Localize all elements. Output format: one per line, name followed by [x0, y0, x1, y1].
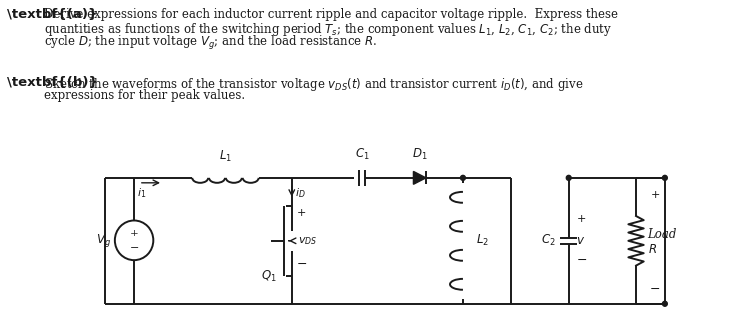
Circle shape	[566, 175, 571, 180]
Text: $L_2$: $L_2$	[476, 233, 490, 248]
Circle shape	[662, 175, 668, 180]
Circle shape	[460, 175, 466, 180]
Text: $C_2$: $C_2$	[541, 233, 555, 248]
Text: $V_g$: $V_g$	[96, 232, 111, 249]
Text: Sketch the waveforms of the transistor voltage $v_{DS}(t)$ and transistor curren: Sketch the waveforms of the transistor v…	[44, 76, 584, 93]
Text: +: +	[577, 214, 586, 224]
Text: −: −	[297, 258, 307, 271]
Polygon shape	[414, 172, 426, 184]
Text: +: +	[297, 208, 306, 218]
Circle shape	[662, 301, 668, 306]
Text: \textbf{(a)}: \textbf{(a)}	[8, 8, 98, 21]
Text: \textbf{(b)}: \textbf{(b)}	[8, 76, 98, 89]
Text: Derive expressions for each inductor current ripple and capacitor voltage ripple: Derive expressions for each inductor cur…	[44, 8, 618, 21]
Text: $C_1$: $C_1$	[354, 147, 369, 162]
Text: −: −	[577, 254, 587, 267]
Text: expressions for their peak values.: expressions for their peak values.	[44, 89, 245, 102]
Text: $i_1$: $i_1$	[137, 186, 146, 200]
Text: cycle $D$; the input voltage $V_g$; and the load resistance $R$.: cycle $D$; the input voltage $V_g$; and …	[44, 34, 377, 52]
Text: +: +	[130, 229, 138, 238]
Text: −: −	[650, 283, 661, 296]
Text: Load: Load	[647, 228, 677, 241]
Text: $Q_1$: $Q_1$	[261, 268, 276, 284]
Text: $D_1$: $D_1$	[412, 147, 427, 162]
Text: +: +	[650, 190, 660, 200]
Text: $i_D$: $i_D$	[294, 186, 306, 200]
Text: $R$: $R$	[647, 243, 656, 256]
Text: −: −	[129, 243, 139, 253]
Text: $L_1$: $L_1$	[219, 149, 232, 164]
Text: $v$: $v$	[577, 234, 586, 247]
Text: $v_{DS}$: $v_{DS}$	[297, 235, 317, 247]
Text: quantities as functions of the switching period $T_s$; the component values $L_1: quantities as functions of the switching…	[44, 21, 612, 38]
